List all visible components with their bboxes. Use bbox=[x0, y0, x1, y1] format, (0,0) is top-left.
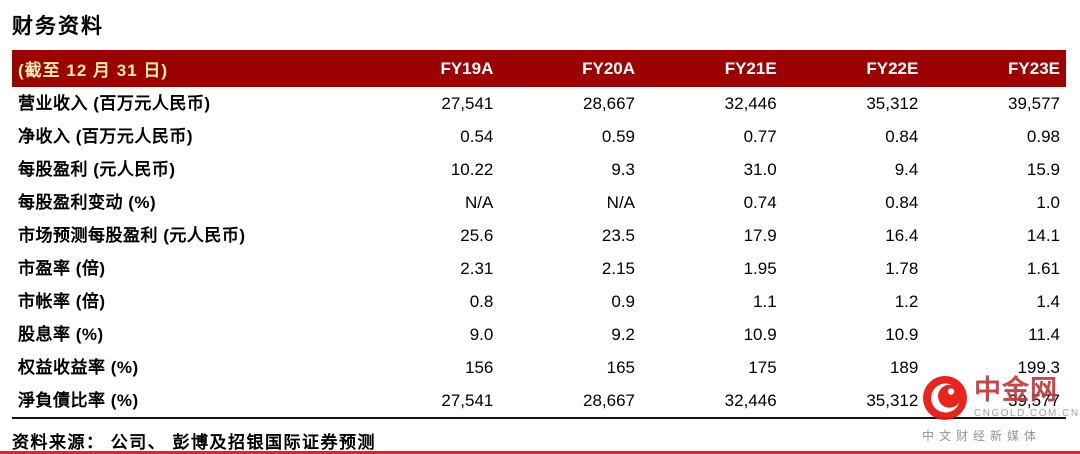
row-value: 17.9 bbox=[743, 226, 777, 245]
row-value: 9.2 bbox=[611, 325, 636, 344]
row-value: 0.8 bbox=[469, 292, 494, 311]
row-value: 28,667 bbox=[583, 94, 636, 113]
row-value: 25.6 bbox=[460, 226, 494, 245]
row-value: 10.9 bbox=[885, 325, 919, 344]
row-value: 28,667 bbox=[583, 391, 636, 410]
header-col-fy22e: FY22E bbox=[782, 50, 925, 87]
row-value: 165 bbox=[606, 358, 636, 377]
row-value: 1.61 bbox=[1026, 259, 1060, 278]
row-value: 175 bbox=[748, 358, 777, 377]
row-label: 市帐率 (倍) bbox=[18, 292, 106, 311]
row-value: 0.84 bbox=[885, 127, 919, 146]
table-row: 权益收益率 (%) 156 165 175 189 199.3 bbox=[12, 351, 1066, 384]
row-value: 32,446 bbox=[724, 94, 777, 113]
row-value: 9.3 bbox=[611, 160, 636, 179]
row-value: 9.4 bbox=[894, 160, 919, 179]
cngold-watermark: 中金网 CNGOLD.COM.CN 中文财经新媒体 bbox=[922, 375, 1078, 444]
row-value: N/A bbox=[606, 193, 636, 212]
table-row: 每股盈利 (元人民币) 10.22 9.3 31.0 9.4 15.9 bbox=[12, 153, 1066, 186]
row-label: 市盈率 (倍) bbox=[18, 259, 106, 278]
row-value: 0.9 bbox=[611, 292, 636, 311]
row-label: 每股盈利 (元人民币) bbox=[18, 160, 176, 179]
row-value: 0.74 bbox=[743, 193, 777, 212]
watermark-brand-name: 中金网 bbox=[974, 375, 1058, 405]
row-value: 31.0 bbox=[743, 160, 777, 179]
row-value: 39,577 bbox=[1008, 391, 1060, 410]
row-label: 淨負債比率 (%) bbox=[18, 391, 139, 410]
watermark-tagline: 中文财经新媒体 bbox=[922, 429, 1042, 443]
page-title: 财务资料 bbox=[12, 15, 104, 38]
row-label: 股息率 (%) bbox=[18, 325, 104, 344]
row-value: 15.9 bbox=[1026, 160, 1060, 179]
table-row: 营业收入 (百万元人民币) 27,541 28,667 32,446 35,312 39,… bbox=[12, 87, 1066, 120]
watermark-brand-row: 中金网 CNGOLD.COM.CN bbox=[922, 375, 1078, 421]
row-value: 1.1 bbox=[753, 292, 777, 311]
row-value: 9.0 bbox=[469, 325, 494, 344]
row-value: 189 bbox=[889, 358, 919, 377]
row-value: 0.98 bbox=[1026, 127, 1060, 146]
row-value: 2.31 bbox=[460, 259, 494, 278]
row-value: 11.4 bbox=[1028, 325, 1060, 344]
cngold-logo-icon bbox=[923, 376, 967, 420]
header-col-fy21e: FY21E bbox=[641, 50, 783, 87]
row-value: 1.4 bbox=[1036, 292, 1060, 311]
row-value: 199.3 bbox=[1017, 358, 1060, 377]
row-value: 156 bbox=[464, 358, 494, 377]
row-value: 10.22 bbox=[450, 160, 494, 179]
row-value: 1.2 bbox=[894, 292, 919, 311]
row-value: 0.59 bbox=[601, 127, 636, 146]
row-value: 1.0 bbox=[1036, 193, 1060, 212]
row-value: 10.9 bbox=[743, 325, 777, 344]
table-body: 营业收入 (百万元人民币) 27,541 28,667 32,446 35,312 39,… bbox=[12, 87, 1066, 418]
row-value: 1.78 bbox=[885, 259, 919, 278]
row-value: 23.5 bbox=[601, 226, 636, 245]
row-value: 39,577 bbox=[1008, 94, 1060, 113]
row-value: N/A bbox=[465, 193, 494, 212]
row-label: 营业收入 (百万元人民币) bbox=[18, 94, 211, 113]
header-date-label: (截至 12 月 31 日) bbox=[12, 50, 358, 87]
header-col-fy19a: FY19A bbox=[357, 50, 500, 87]
table-header-row: (截至 12 月 31 日) FY19A FY20A FY21E FY22E F… bbox=[12, 50, 1066, 87]
source-note: 资料来源： 公司、 彭博及招银国际证券预测 bbox=[12, 433, 376, 452]
table-row: 净收入 (百万元人民币) 0.54 0.59 0.77 0.84 0.98 bbox=[12, 120, 1066, 153]
table-row: 市场预测每股盈利 (元人民币) 25.6 23.5 17.9 16.4 14.1 bbox=[12, 219, 1066, 252]
row-value: 0.77 bbox=[743, 127, 777, 146]
row-label: 权益收益率 (%) bbox=[18, 358, 139, 377]
financial-table: (截至 12 月 31 日) FY19A FY20A FY21E FY22E F… bbox=[12, 50, 1066, 419]
row-value: 1.95 bbox=[743, 259, 777, 278]
watermark-domain: CNGOLD.COM.CN bbox=[974, 408, 1080, 419]
header-col-fy23e: FY23E bbox=[924, 50, 1066, 87]
watermark-text-block: 中金网 CNGOLD.COM.CN bbox=[974, 375, 1080, 420]
row-value: 27,541 bbox=[441, 94, 494, 113]
row-label: 每股盈利变动 (%) bbox=[18, 193, 157, 212]
row-value: 27,541 bbox=[441, 391, 494, 410]
table-row: 每股盈利变动 (%) N/A N/A 0.74 0.84 1.0 bbox=[12, 186, 1066, 219]
row-value: 35,312 bbox=[866, 391, 919, 410]
row-value: 14.1 bbox=[1026, 226, 1060, 245]
table-row: 市帐率 (倍) 0.8 0.9 1.1 1.2 1.4 bbox=[12, 285, 1066, 318]
table-row: 股息率 (%) 9.0 9.2 10.9 10.9 11.4 bbox=[12, 318, 1066, 351]
row-label: 净收入 (百万元人民币) bbox=[18, 127, 194, 146]
row-label: 市场预测每股盈利 (元人民币) bbox=[18, 226, 246, 245]
row-value: 0.54 bbox=[460, 127, 494, 146]
row-value: 16.4 bbox=[885, 226, 919, 245]
row-value: 35,312 bbox=[866, 94, 919, 113]
row-value: 2.15 bbox=[601, 259, 636, 278]
table-row: 市盈率 (倍) 2.31 2.15 1.95 1.78 1.61 bbox=[12, 252, 1066, 285]
table-row: 淨負債比率 (%) 27,541 28,667 32,446 35,312 39,577 bbox=[12, 384, 1066, 418]
header-col-fy20a: FY20A bbox=[499, 50, 642, 87]
row-value: 0.84 bbox=[885, 193, 919, 212]
bottom-accent-line bbox=[0, 451, 1080, 454]
row-value: 32,446 bbox=[724, 391, 777, 410]
